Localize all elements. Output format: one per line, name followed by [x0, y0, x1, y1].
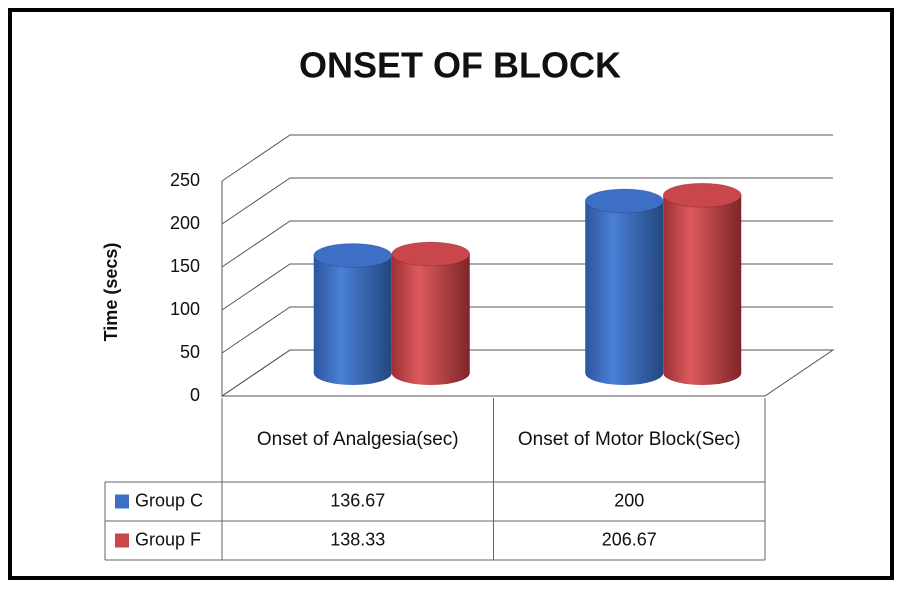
y-axis-label: Time (secs): [101, 243, 121, 342]
table-value: 136.67: [330, 490, 385, 510]
legend-label: Group F: [135, 529, 201, 549]
y-tick-label: 100: [170, 299, 200, 319]
bar-top: [313, 242, 393, 268]
table-value: 138.33: [330, 529, 385, 549]
bar: [313, 242, 393, 386]
category-cell: Onset of Analgesia(sec): [256, 429, 459, 450]
bar-body: [585, 201, 664, 386]
table-value: 200: [614, 490, 644, 510]
y-tick-label: 0: [190, 385, 200, 405]
bar-body: [391, 254, 470, 386]
bar: [584, 188, 664, 386]
x-tick-label: Onset of Motor Block(Sec): [517, 429, 741, 450]
table-value: 206.67: [602, 529, 657, 549]
grid-line: [221, 177, 833, 225]
bar-body: [313, 255, 392, 386]
chart-title: ONSET OF BLOCK: [299, 45, 621, 86]
bar-body: [663, 195, 742, 386]
legend-swatch: [115, 533, 129, 548]
bar-top: [584, 188, 664, 214]
category-cell: Onset of Motor Block(Sec): [517, 429, 741, 450]
bar: [391, 241, 471, 386]
y-tick-label: 250: [170, 170, 200, 190]
bar: [662, 182, 742, 386]
y-tick-label: 50: [180, 342, 200, 362]
bar-top: [662, 182, 742, 208]
legend-swatch: [115, 494, 129, 509]
legend-label: Group C: [135, 490, 203, 510]
bar-top: [391, 241, 471, 267]
y-tick-label: 200: [170, 213, 200, 233]
grid-line: [221, 134, 833, 182]
x-tick-label: Onset of Analgesia(sec): [256, 429, 459, 450]
y-tick-label: 150: [170, 256, 200, 276]
